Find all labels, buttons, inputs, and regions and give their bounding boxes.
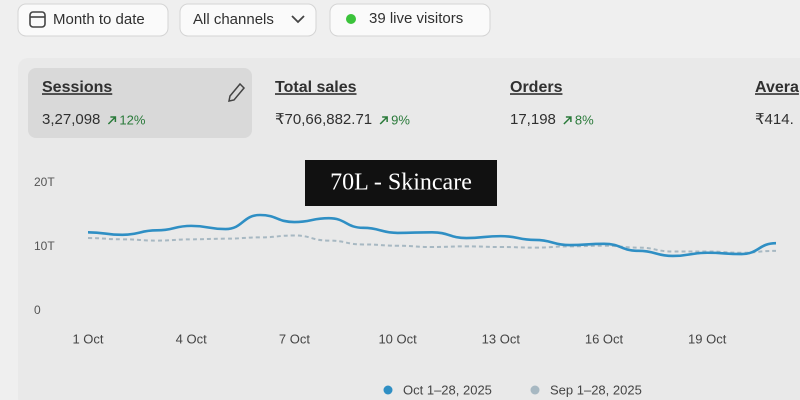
- annotation: 70L - Skincare: [330, 170, 472, 196]
- metric-label: Total sales: [275, 79, 357, 96]
- trend-up-icon: [563, 116, 572, 125]
- chart-card: [18, 58, 800, 400]
- metric-change: 12%: [119, 112, 145, 127]
- y-tick-label: 10T: [34, 239, 55, 253]
- date-range-button[interactable]: Month to date: [17, 3, 169, 37]
- metric-label: Orders: [510, 79, 563, 96]
- x-tick-label: 7 Oct: [279, 331, 310, 346]
- x-tick-label: 1 Oct: [72, 331, 103, 346]
- chevron-icon: [291, 15, 305, 24]
- live-dot: [346, 14, 356, 24]
- metric-change: 8%: [575, 112, 594, 127]
- channel-filter-button[interactable]: All channels: [179, 3, 317, 37]
- series-line: [87, 213, 777, 258]
- button-box: [179, 3, 317, 37]
- y-tick-label: 20T: [34, 175, 55, 189]
- chart-area: 0 10T 20T 1 Oct 4 Oct 7 Oct 10 Oct 13 Oct 16 Oct…: [34, 175, 777, 397]
- series-line: [87, 234, 777, 254]
- button-label: Month to date: [53, 11, 145, 28]
- metric-value: 17,198: [510, 111, 556, 128]
- metric-label: Sessions: [42, 79, 112, 96]
- metric-label: Avera: [755, 79, 799, 96]
- trend-up-icon: [107, 116, 117, 125]
- x-tick-label: 4 Oct: [176, 331, 207, 346]
- annotation-box: [305, 160, 497, 206]
- trend-up-icon: [379, 116, 388, 125]
- button-label: All channels: [193, 11, 274, 28]
- legend-label: Sep 1–28, 2025: [550, 382, 642, 397]
- legend-label: Oct 1–28, 2025: [403, 382, 492, 397]
- metric-value: ₹70,66,882.71: [275, 111, 372, 128]
- button-label: 39 live visitors: [369, 10, 463, 27]
- legend-swatch: [530, 385, 540, 395]
- button-box: [17, 3, 169, 37]
- calendar-icon: [29, 11, 46, 28]
- live-visitors-button[interactable]: 39 live visitors: [329, 3, 491, 37]
- metric-value: ₹414.: [755, 111, 794, 128]
- x-tick-label: 13 Oct: [482, 331, 521, 346]
- metric-value: 3,27,098: [42, 111, 100, 128]
- x-tick-label: 10 Oct: [378, 331, 417, 346]
- metric-change: 9%: [391, 112, 410, 127]
- x-tick-label: 16 Oct: [585, 331, 624, 346]
- button-box: [329, 3, 491, 37]
- legend-swatch: [383, 385, 393, 395]
- y-tick-label: 0: [34, 303, 41, 317]
- edit-icon[interactable]: [228, 82, 246, 102]
- x-tick-label: 19 Oct: [688, 331, 727, 346]
- selected-metric-bg[interactable]: [28, 68, 252, 138]
